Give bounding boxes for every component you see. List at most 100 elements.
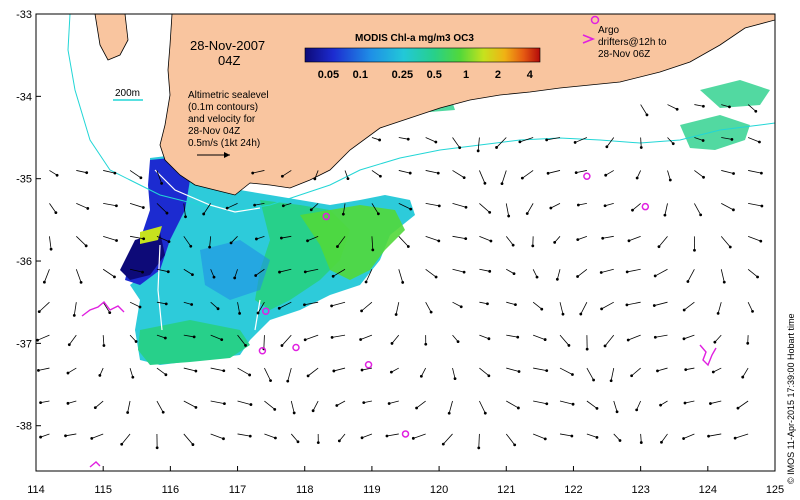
lon-tick-label: 124 [699,484,717,496]
velocity-vector [586,400,598,409]
velocity-vector-head [166,270,170,274]
lat-tick-label: -37 [16,338,32,350]
velocity-vector-head [165,211,169,215]
velocity-vector-head [754,109,758,113]
velocity-vector-head [513,443,517,447]
velocity-vector-head [604,173,608,177]
velocity-vector-head [113,171,117,175]
velocity-vector [210,301,219,310]
velocity-vector-head [238,311,242,315]
velocity-vector-head [483,181,487,185]
velocity-vector [210,367,224,372]
time-label: 04Z [218,53,240,68]
longitude-axis: 114 115 116 117 118 119 120 121 122 123 124 125 [27,466,784,496]
velocity-vector [95,400,104,408]
velocity-vector [256,235,265,240]
velocity-vector-head [561,312,565,316]
velocity-vector-head [436,171,440,175]
velocity-vector-head [535,275,539,279]
velocity-vector-head [164,373,168,377]
velocity-vector [257,301,265,314]
velocity-vector [183,433,194,445]
velocity-vector-head [415,406,418,410]
velocity-vector [339,433,346,442]
velocity-vector-head [553,240,557,244]
velocity-vector-head [615,410,619,414]
velocity-vector [533,334,546,340]
velocity-vector-head [280,174,284,178]
velocity-vector [237,367,250,376]
velocity-vector [38,367,50,371]
velocity-vector [425,170,439,174]
velocity-vector-head [663,213,667,217]
velocity-vector [657,367,668,372]
velocity-vector-head [626,338,630,342]
velocity-vector-head [208,245,212,249]
velocity-vector-head [84,244,88,248]
velocity-vector [156,235,170,243]
velocity-vector-head [155,446,159,450]
velocity-vector [416,400,426,409]
velocity-vector [203,203,212,215]
velocity-vector [425,137,437,143]
velocity-vector-head [54,211,58,215]
date-label: 28-Nov-2007 [190,38,265,53]
velocity-vector-head [42,280,46,284]
velocity-vector-head [411,436,415,440]
velocity-vector-head [732,208,735,212]
velocity-vector [102,335,105,346]
velocity-vector [721,104,730,108]
velocity-vector [452,170,465,178]
velocity-vector [237,400,252,405]
velocity-vector [505,203,510,217]
velocity-vector [506,268,515,274]
velocity-vector-head [191,443,195,446]
colorbar [304,47,541,63]
velocity-vector [640,433,642,443]
velocity-vector-head [212,275,216,279]
lat-tick-label: -34 [16,91,32,103]
velocity-vector-head [253,203,257,207]
velocity-vector [210,334,222,340]
velocity-vector-head [115,204,118,208]
altimetry-line-3: and velocity for [188,114,256,125]
velocity-vector-head [220,338,224,342]
velocity-vector-head [313,177,317,181]
velocity-vector [452,203,467,208]
velocity-vector-head [141,270,144,274]
velocity-vector [40,400,50,404]
velocity-vector [747,235,761,242]
velocity-vector [305,334,319,341]
argo-legend-line-3: 28-Nov 06Z [598,49,650,60]
velocity-vector [49,170,58,176]
velocity-vector [129,235,144,240]
velocity-vector-head [233,276,237,280]
argo-drift-tracks [81,300,717,468]
velocity-vector [183,334,195,338]
velocity-vector-head [244,344,247,347]
argo-legend-line-2: drifters@12h to [598,37,667,48]
velocity-vector-head [66,401,70,405]
velocity-vector-head [525,212,529,215]
velocity-vector-head [605,145,609,149]
velocity-vector [75,269,82,283]
velocity-vector [129,301,141,308]
velocity-vector-head [376,212,380,216]
velocity-vector [421,367,427,377]
velocity-vector [255,268,265,276]
velocity-vector [519,137,534,143]
velocity-vector [694,104,704,107]
velocity-vector-head [273,407,277,411]
velocity-vector-head [360,309,363,313]
velocity-vector [76,236,87,247]
velocity-vector [717,302,722,314]
argo-float-marker [583,172,591,180]
velocity-vector-head [248,373,252,377]
velocity-vector-head [682,308,686,312]
argo-float-marker [258,347,267,355]
plot-frame [35,13,776,472]
latitude-axis: -33 -34 -35 -36 -37 -38 [16,9,41,433]
velocity-vector-head [49,247,53,251]
velocity-vector-head [223,402,226,406]
velocity-vector-head [625,303,629,307]
